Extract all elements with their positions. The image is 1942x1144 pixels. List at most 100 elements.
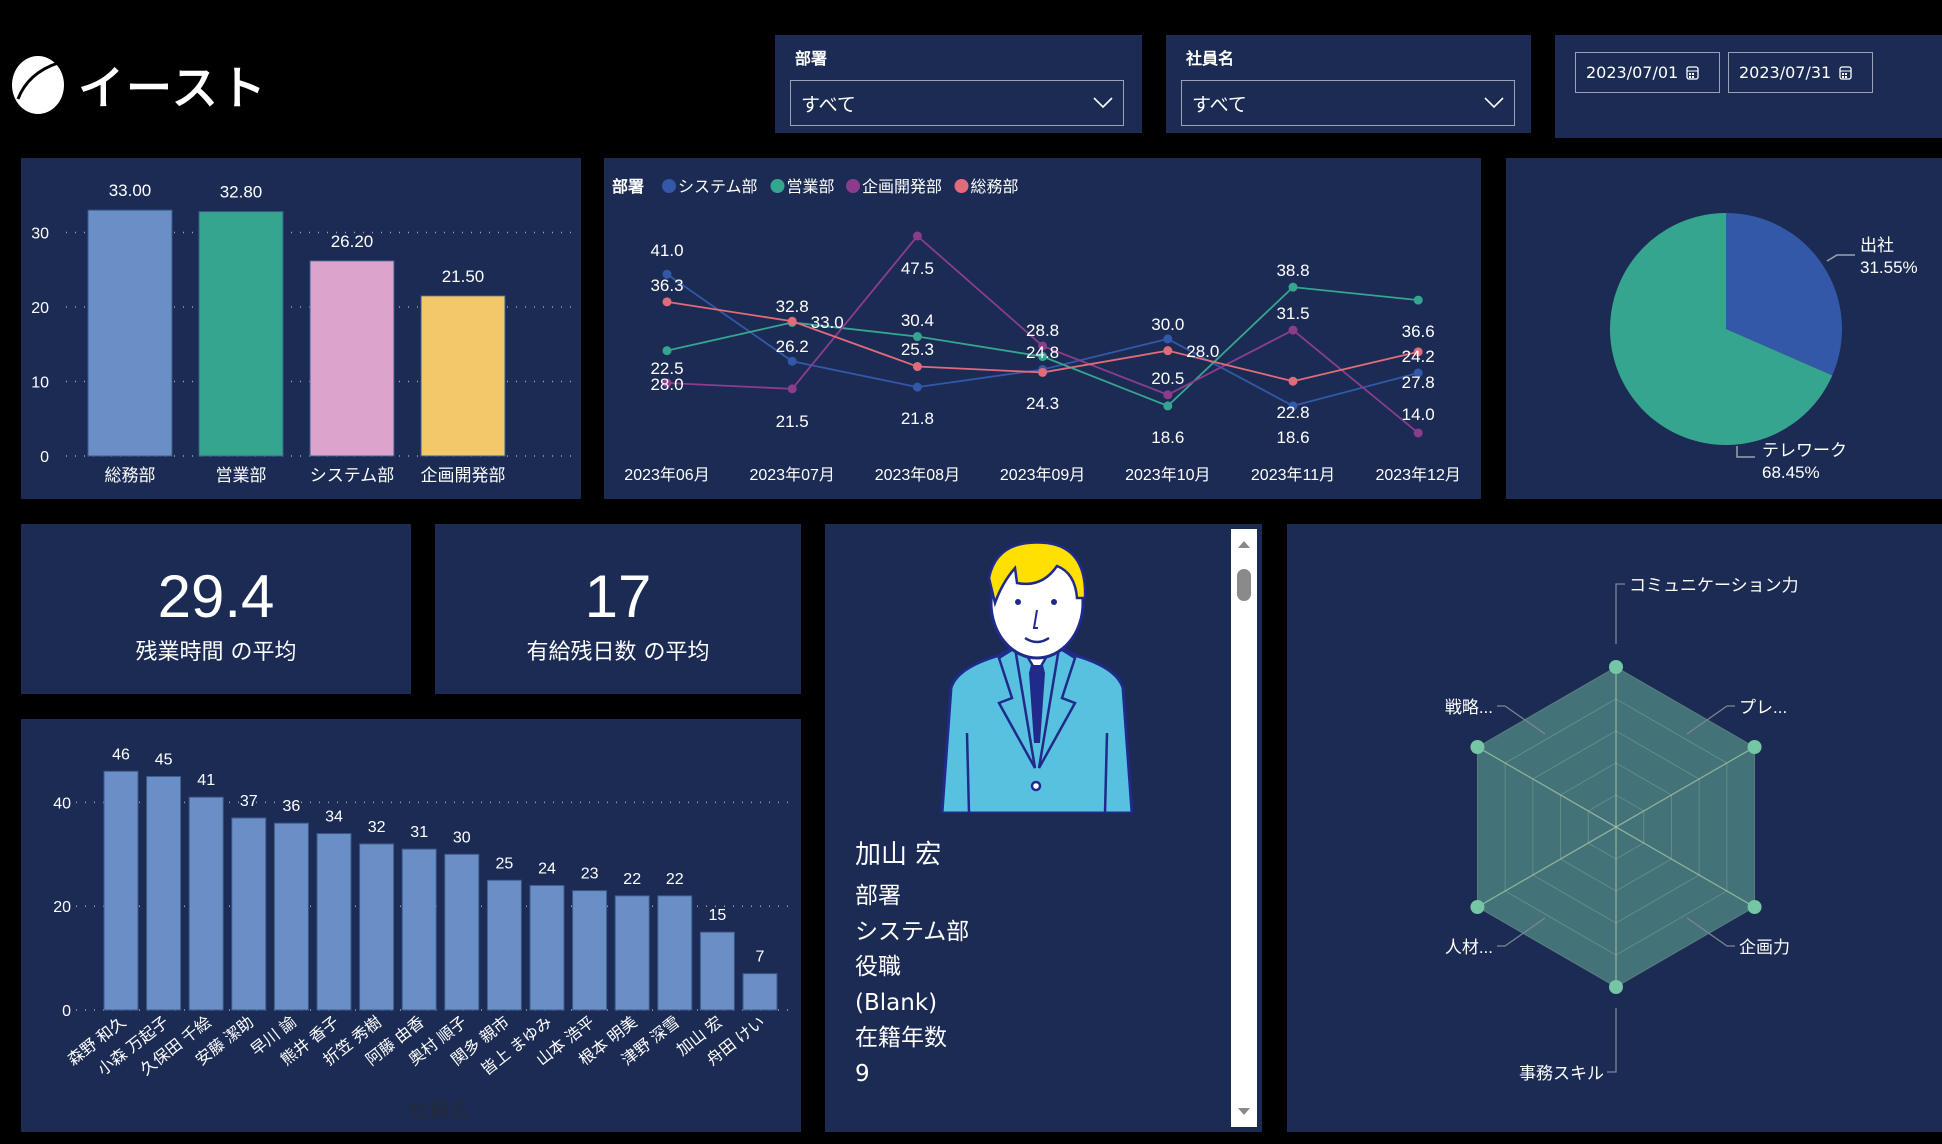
- data-label: 31.5: [1276, 304, 1309, 323]
- data-point[interactable]: [787, 356, 797, 366]
- radar-point[interactable]: [1470, 740, 1485, 754]
- profile-department-label: 部署: [855, 883, 901, 909]
- data-point[interactable]: [1288, 282, 1298, 292]
- bar[interactable]: [273, 822, 309, 1011]
- radar-point[interactable]: [1470, 900, 1485, 914]
- end-date-input[interactable]: 2023/07/31: [1728, 52, 1873, 93]
- bar[interactable]: [420, 295, 506, 457]
- data-point[interactable]: [1163, 334, 1173, 344]
- data-point[interactable]: [1288, 401, 1298, 411]
- bar-value-label: 22: [623, 871, 641, 888]
- employee-bar-chart: 0 20 40 46 森野 和久 45 小森 万起子 41 久保田 千絵 37 安藤 潔助 36 早川 …: [21, 719, 801, 1132]
- legend-title: 部署: [612, 177, 644, 196]
- data-point[interactable]: [1038, 367, 1048, 377]
- skill-radar-chart: コミュニケーション力 プレ... 企画力 事務スキル 人材... 戦略...: [1287, 524, 1942, 1132]
- department-slicer: 部署 すべて: [775, 35, 1142, 133]
- data-point[interactable]: [787, 384, 797, 394]
- profile-scrollbar[interactable]: [1231, 529, 1257, 1127]
- legend-marker: [662, 179, 676, 193]
- data-point[interactable]: [1413, 347, 1423, 357]
- data-label: 14.0: [1402, 405, 1435, 424]
- calendar-icon[interactable]: [1686, 65, 1699, 80]
- end-date-value: 2023/07/31: [1739, 63, 1832, 82]
- bar[interactable]: [657, 895, 693, 1011]
- pie-label-name: 出社: [1860, 236, 1894, 255]
- company-logo: イースト: [8, 52, 268, 118]
- bar[interactable]: [359, 843, 395, 1011]
- data-point[interactable]: [1288, 325, 1298, 335]
- bar[interactable]: [529, 884, 565, 1011]
- data-point[interactable]: [662, 378, 672, 388]
- x-category-label: 営業部: [216, 466, 267, 485]
- bar[interactable]: [316, 833, 352, 1011]
- bar[interactable]: [87, 209, 173, 457]
- data-label: 36.6: [1402, 322, 1435, 341]
- data-label: 36.3: [650, 276, 683, 295]
- data-point[interactable]: [912, 382, 922, 392]
- scroll-thumb[interactable]: [1237, 569, 1251, 601]
- legend-item[interactable]: 総務部: [971, 178, 1019, 196]
- bar[interactable]: [614, 895, 650, 1011]
- data-point[interactable]: [1038, 352, 1048, 362]
- chevron-down-icon: [1484, 97, 1504, 109]
- scroll-down-arrow-icon[interactable]: [1238, 1108, 1250, 1115]
- data-point[interactable]: [1163, 390, 1173, 400]
- y-tick-label: 0: [62, 1003, 71, 1020]
- radar-axis-label: 企画力: [1739, 938, 1790, 957]
- radar-point[interactable]: [1747, 900, 1762, 914]
- pie-slice[interactable]: [1610, 213, 1833, 445]
- legend-item[interactable]: 営業部: [787, 178, 835, 196]
- bar[interactable]: [444, 853, 480, 1011]
- department-dropdown[interactable]: すべて: [790, 80, 1124, 126]
- calendar-icon[interactable]: [1839, 65, 1852, 80]
- x-category-label: 企画開発部: [421, 466, 506, 485]
- data-point[interactable]: [787, 316, 797, 326]
- department-bar-chart: 0 10 20 30 33.00 総務部 32.80 営業部 26.20 システム部 21.50 企画…: [21, 158, 581, 499]
- bar[interactable]: [572, 890, 608, 1011]
- data-point[interactable]: [662, 297, 672, 307]
- data-label: 18.6: [1276, 428, 1309, 447]
- legend-marker: [846, 179, 860, 193]
- profile-position-label: 役職: [855, 954, 901, 980]
- data-label: 30.4: [901, 311, 934, 330]
- legend-item[interactable]: 企画開発部: [862, 178, 942, 196]
- data-label: 28.0: [1186, 342, 1219, 361]
- scroll-up-arrow-icon[interactable]: [1238, 541, 1250, 548]
- data-point[interactable]: [662, 269, 672, 279]
- data-point[interactable]: [912, 362, 922, 372]
- bar-value-label: 41: [197, 772, 215, 789]
- radar-point[interactable]: [1609, 660, 1623, 674]
- bar[interactable]: [103, 770, 139, 1011]
- bar[interactable]: [401, 848, 437, 1011]
- data-point[interactable]: [1288, 376, 1298, 386]
- bar[interactable]: [231, 817, 267, 1011]
- legend-item[interactable]: システム部: [678, 178, 758, 196]
- overtime-kpi-label: 残業時間 の平均: [135, 640, 297, 665]
- pie-slice[interactable]: [1726, 213, 1842, 376]
- data-point[interactable]: [1413, 295, 1423, 305]
- bar[interactable]: [699, 931, 735, 1011]
- employee-dropdown[interactable]: すべて: [1181, 80, 1515, 126]
- data-point[interactable]: [662, 346, 672, 356]
- data-point[interactable]: [912, 332, 922, 342]
- bar[interactable]: [309, 260, 395, 457]
- radar-axis-label: 人材...: [1445, 938, 1493, 957]
- data-point[interactable]: [912, 231, 922, 241]
- data-point[interactable]: [1163, 346, 1173, 356]
- bar[interactable]: [742, 973, 778, 1011]
- bar[interactable]: [198, 211, 284, 457]
- bar-value-label: 33.00: [109, 181, 152, 200]
- bar[interactable]: [486, 879, 522, 1011]
- bar[interactable]: [146, 775, 182, 1011]
- start-date-input[interactable]: 2023/07/01: [1575, 52, 1720, 93]
- data-point[interactable]: [1413, 428, 1423, 438]
- radar-point[interactable]: [1747, 740, 1762, 754]
- data-point[interactable]: [1163, 401, 1173, 411]
- work-style-pie-chart-svg: 出社 31.55% テレワーク 68.45%: [1610, 213, 1918, 482]
- radar-point[interactable]: [1609, 980, 1623, 994]
- data-point[interactable]: [1038, 341, 1048, 351]
- data-point[interactable]: [1413, 368, 1423, 378]
- bar[interactable]: [188, 796, 224, 1011]
- monthly-line-chart-svg: 部署 システム部 営業部 企画開発部 総務部 2023年06月 2023年07月 2023年0…: [612, 177, 1461, 484]
- bar-value-label: 32.80: [220, 183, 263, 202]
